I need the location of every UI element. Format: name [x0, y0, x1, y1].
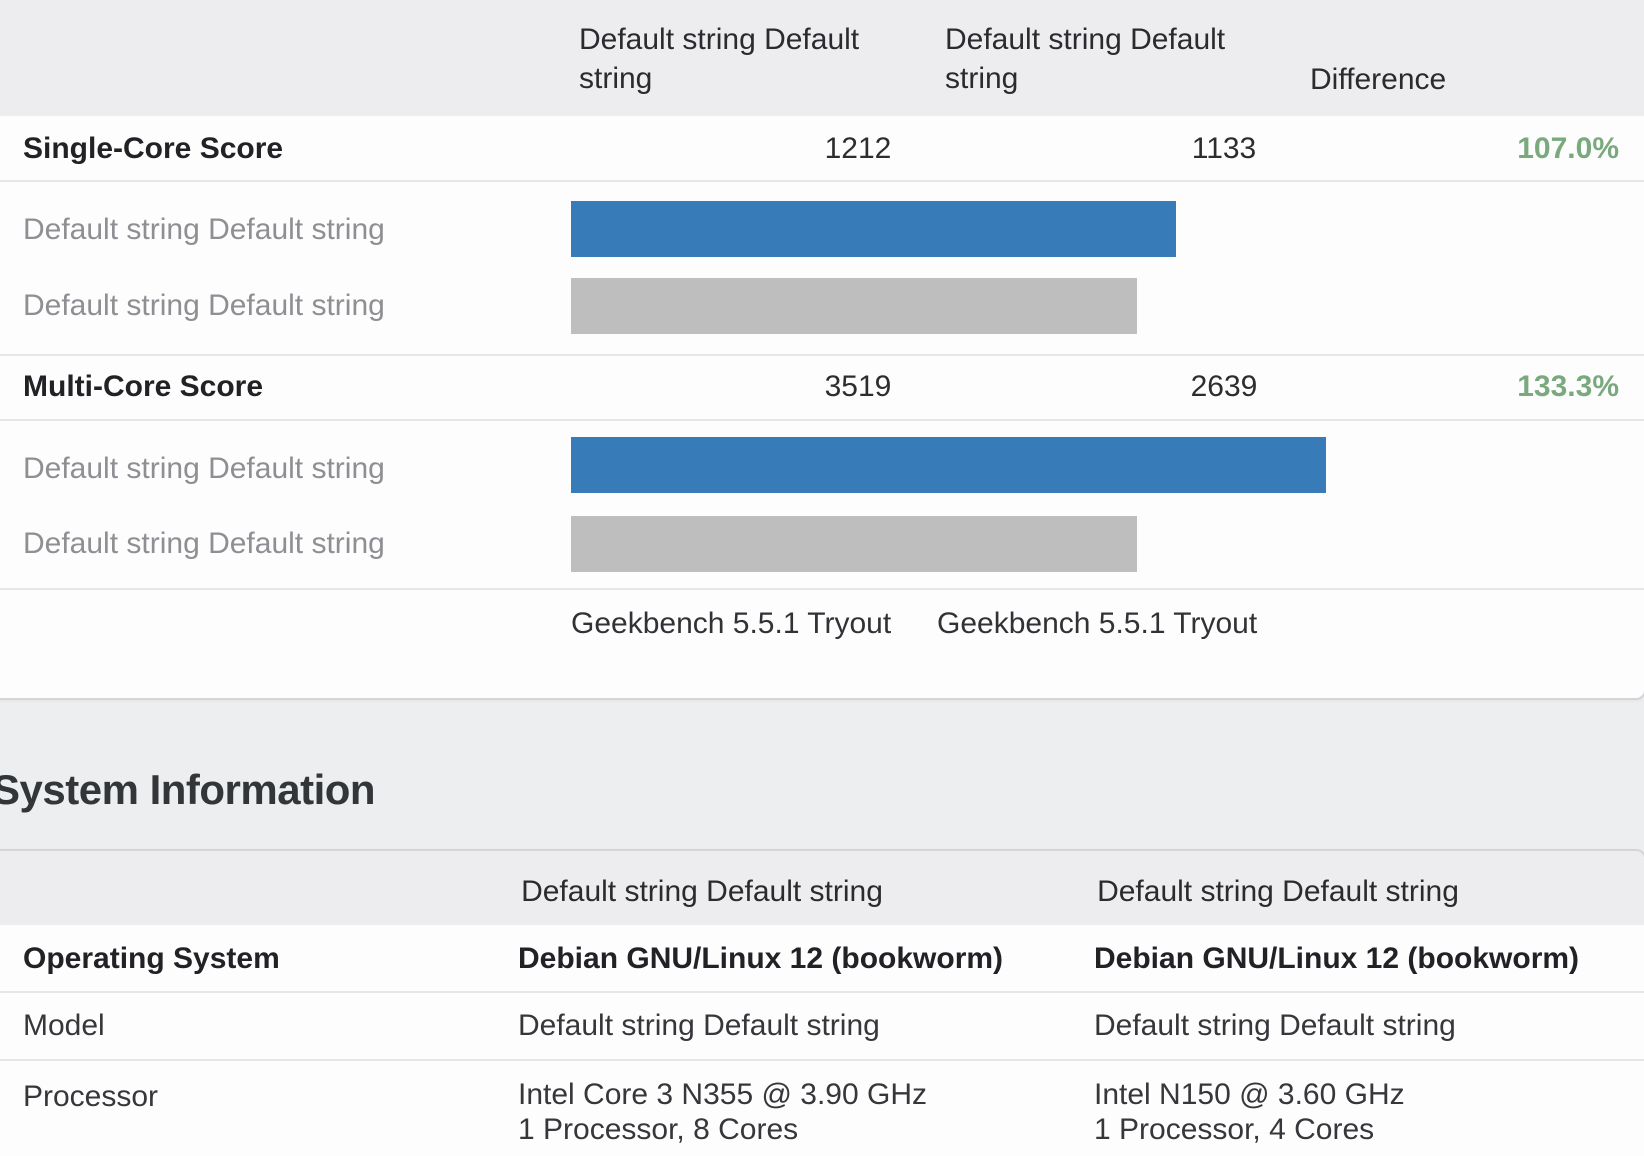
multi-core-score-1: 3519 — [824, 370, 892, 403]
benchmark-comparison-card: Default string Default string Default st… — [0, 0, 1644, 700]
processor-2-topology: 1 Processor, 4 Cores — [1094, 1113, 1375, 1146]
column-header-difference: Difference — [1310, 63, 1447, 96]
row-label-processor: Processor — [23, 1080, 159, 1113]
model-value-2: Default string Default string — [1094, 1009, 1456, 1042]
processor-2-name: Intel N150 @ 3.60 GHz — [1094, 1078, 1405, 1111]
divider — [0, 419, 1644, 421]
system-information-heading: System Information — [0, 766, 376, 813]
system-info-header-row — [0, 851, 1644, 925]
benchmark-version-note-1: Geekbench 5.5.1 Tryout — [571, 607, 892, 640]
model-value-1: Default string Default string — [518, 1009, 880, 1042]
processor-value-1: Intel Core 3 N355 @ 3.90 GHz 1 Processor… — [518, 1077, 927, 1147]
multi-core-difference: 133.3% — [1517, 370, 1619, 403]
processor-value-2: Intel N150 @ 3.60 GHz 1 Processor, 4 Cor… — [1094, 1077, 1405, 1147]
metric-label-single-core: Single-Core Score — [23, 132, 284, 165]
multi-core-bar-machine-2 — [571, 516, 1137, 572]
operating-system-value-1: Debian GNU/Linux 12 (bookworm) — [518, 942, 1004, 975]
row-label-model: Model — [23, 1009, 105, 1042]
multi-core-bar-machine-1 — [571, 437, 1326, 493]
single-core-bar-machine-2 — [571, 278, 1137, 334]
sysinfo-column-header-2: Default string Default string — [1097, 875, 1459, 908]
row-label-operating-system: Operating System — [23, 942, 280, 975]
single-core-score-1: 1212 — [824, 132, 892, 165]
processor-1-name: Intel Core 3 N355 @ 3.90 GHz — [518, 1078, 927, 1111]
single-core-bar-machine-1 — [571, 201, 1176, 257]
processor-1-topology: 1 Processor, 8 Cores — [518, 1113, 799, 1146]
bar-label-machine-1: Default string Default string — [23, 452, 385, 485]
divider — [0, 1059, 1644, 1061]
divider — [0, 354, 1644, 356]
comparison-header-row — [0, 0, 1644, 116]
operating-system-value-2: Debian GNU/Linux 12 (bookworm) — [1094, 942, 1580, 975]
single-core-difference: 107.0% — [1517, 132, 1619, 165]
column-header-machine-2: Default string Default string — [945, 23, 1226, 95]
sysinfo-column-header-1: Default string Default string — [521, 875, 883, 908]
multi-core-score-2: 2639 — [1190, 370, 1258, 403]
column-header-machine-1: Default string Default string — [579, 23, 860, 95]
metric-label-multi-core: Multi-Core Score — [23, 370, 264, 403]
single-core-score-2: 1133 — [1191, 132, 1257, 165]
divider — [0, 588, 1644, 590]
bar-label-machine-2: Default string Default string — [23, 289, 385, 322]
bar-label-machine-1: Default string Default string — [23, 213, 385, 246]
system-information-card: Default string Default string Default st… — [0, 849, 1644, 1156]
divider — [0, 180, 1644, 182]
divider — [0, 991, 1644, 993]
benchmark-version-note-2: Geekbench 5.5.1 Tryout — [937, 607, 1258, 640]
bar-label-machine-2: Default string Default string — [23, 527, 385, 560]
